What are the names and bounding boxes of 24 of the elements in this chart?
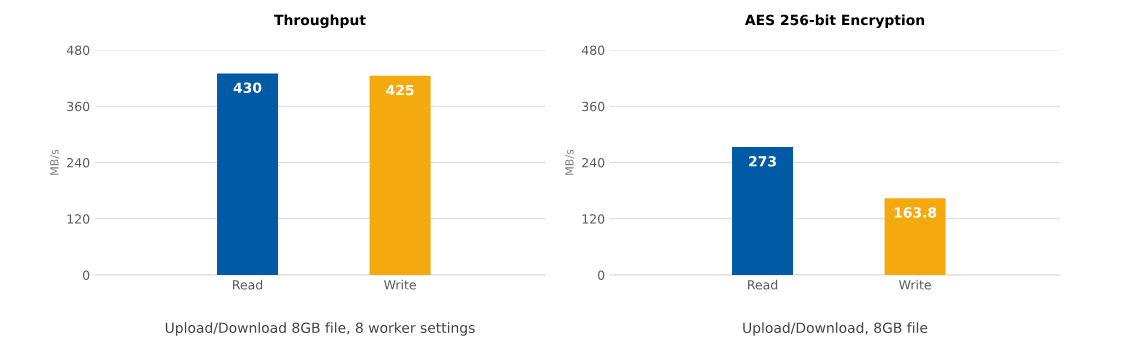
data-label: 273: [749, 156, 776, 167]
x-tick-label: Read: [748, 279, 778, 290]
y-tick-label: 0: [598, 270, 605, 280]
x-tick-label: Read: [233, 279, 263, 290]
y-tick-label: 240: [582, 157, 605, 168]
text: Upload/Download, 8GB file: [743, 322, 928, 336]
y-tick-label: 360: [67, 101, 90, 112]
y-tick-label: 360: [582, 101, 605, 112]
y-tick-label: 120: [582, 214, 605, 224]
y-tick-label: 480: [581, 45, 605, 55]
chart-title: AES 256-bit Encryption: [744, 14, 925, 28]
x-tick-label: Write: [384, 279, 416, 290]
chart-title: Throughput: [274, 14, 366, 28]
data-label: 430: [233, 82, 262, 93]
text: Upload/Download 8GB file, 8 worker settings: [165, 322, 475, 336]
y-tick-label: 480: [66, 45, 90, 55]
data-label: 425: [386, 84, 414, 96]
y-tick-label: 120: [67, 214, 90, 224]
data-label: 163.8: [894, 207, 937, 218]
y-tick-label: 0: [83, 270, 90, 280]
y-tick-label: 240: [67, 157, 90, 168]
x-tick-label: Write: [899, 279, 931, 290]
y-axis-title: MB/s: [50, 149, 60, 175]
y-axis-title: MB/s: [565, 149, 575, 175]
